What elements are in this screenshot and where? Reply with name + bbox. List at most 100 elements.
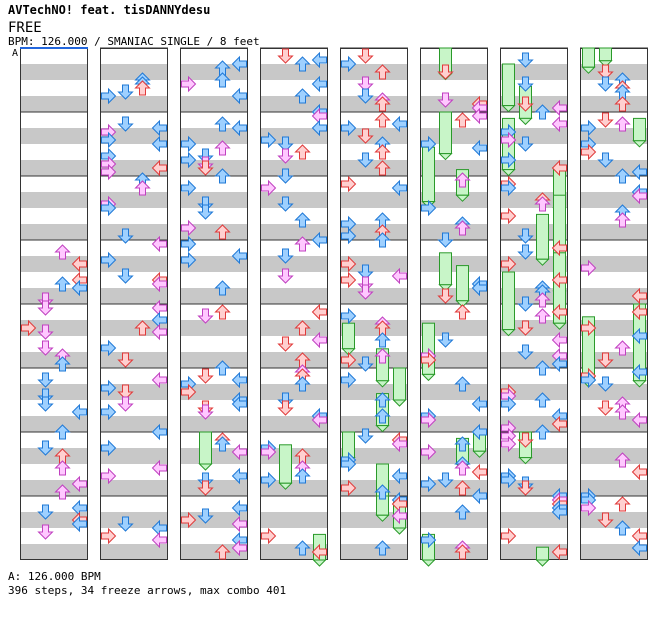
beat-band bbox=[580, 384, 648, 400]
freeze-arrow bbox=[502, 271, 515, 331]
column-border bbox=[580, 48, 648, 560]
beat-band bbox=[420, 128, 488, 144]
beat-band bbox=[500, 352, 568, 368]
beat-band bbox=[260, 480, 328, 496]
beat-band bbox=[340, 224, 408, 240]
beat-band bbox=[340, 352, 408, 368]
beat-band bbox=[180, 128, 248, 144]
step-arrow bbox=[312, 304, 327, 320]
beat-band bbox=[20, 544, 88, 560]
beat-band bbox=[20, 384, 88, 400]
beat-band bbox=[100, 160, 168, 176]
column-border bbox=[500, 48, 568, 560]
beat-band bbox=[180, 352, 248, 368]
column-border bbox=[100, 48, 168, 560]
beat-band bbox=[180, 224, 248, 240]
freeze-tail bbox=[375, 514, 390, 522]
beat-band bbox=[20, 352, 88, 368]
beat-band bbox=[180, 256, 248, 272]
beat-band bbox=[20, 288, 88, 304]
beat-band bbox=[180, 64, 248, 80]
freeze-tail bbox=[198, 463, 213, 471]
beat-band bbox=[20, 480, 88, 496]
beat-band bbox=[340, 480, 408, 496]
freeze-tail bbox=[455, 300, 470, 308]
freeze-tail bbox=[312, 559, 327, 567]
beat-band bbox=[100, 64, 168, 80]
step-arrow bbox=[598, 400, 613, 416]
chart-column bbox=[340, 47, 408, 560]
beat-band bbox=[580, 480, 648, 496]
freeze-tail bbox=[392, 527, 407, 535]
freeze-tail bbox=[278, 482, 293, 490]
beat-band bbox=[100, 288, 168, 304]
beat-band bbox=[500, 384, 568, 400]
freeze-arrow bbox=[502, 63, 515, 107]
chart-column bbox=[180, 47, 248, 560]
freeze-tail bbox=[438, 153, 453, 161]
step-arrow bbox=[632, 464, 647, 480]
beat-band bbox=[500, 128, 568, 144]
beat-band bbox=[500, 160, 568, 176]
beat-band bbox=[500, 192, 568, 208]
step-arrow bbox=[358, 48, 373, 64]
beat-band bbox=[20, 160, 88, 176]
beat-band bbox=[420, 224, 488, 240]
beat-band bbox=[260, 224, 328, 240]
freeze-arrow bbox=[536, 546, 549, 561]
step-arrow bbox=[455, 304, 470, 320]
beat-band bbox=[580, 512, 648, 528]
beat-band bbox=[420, 64, 488, 80]
chart-column bbox=[100, 47, 168, 560]
freeze-arrow bbox=[422, 146, 435, 203]
freeze-tail bbox=[518, 457, 533, 465]
beat-band bbox=[20, 416, 88, 432]
freeze-arrow bbox=[536, 213, 549, 260]
beat-band bbox=[500, 96, 568, 112]
chart-info: BPM: 126.000 / SMANIAC SINGLE / 8 feet bbox=[8, 35, 260, 48]
bpm-legend: A: 126.000 BPM bbox=[8, 570, 101, 583]
freeze-tail bbox=[501, 169, 516, 177]
step-arrow bbox=[375, 112, 390, 128]
step-arrow bbox=[615, 496, 630, 512]
beat-band bbox=[420, 256, 488, 272]
beat-band bbox=[180, 512, 248, 528]
beat-band bbox=[260, 384, 328, 400]
beat-band bbox=[180, 288, 248, 304]
beat-band bbox=[340, 288, 408, 304]
freeze-arrow bbox=[199, 431, 212, 465]
beat-band bbox=[420, 320, 488, 336]
beat-band bbox=[580, 128, 648, 144]
beat-band bbox=[20, 512, 88, 528]
beat-band bbox=[340, 544, 408, 560]
beat-band bbox=[340, 192, 408, 208]
beat-band bbox=[340, 64, 408, 80]
beat-band bbox=[340, 384, 408, 400]
beat-band bbox=[500, 256, 568, 272]
freeze-tail bbox=[438, 284, 453, 292]
beat-band bbox=[180, 544, 248, 560]
beat-band bbox=[260, 256, 328, 272]
beat-band bbox=[420, 96, 488, 112]
chart-column bbox=[580, 47, 648, 560]
beat-band bbox=[500, 448, 568, 464]
beat-band bbox=[260, 160, 328, 176]
freeze-tail bbox=[632, 140, 647, 148]
beat-band bbox=[500, 416, 568, 432]
song-title: AVTechNO! feat. tisDANNYdesu bbox=[8, 3, 211, 17]
freeze-tail bbox=[392, 399, 407, 407]
beat-band bbox=[260, 192, 328, 208]
beat-band bbox=[260, 448, 328, 464]
freeze-tail bbox=[455, 194, 470, 202]
beat-band bbox=[100, 128, 168, 144]
step-arrow bbox=[278, 400, 293, 416]
beat-band bbox=[580, 96, 648, 112]
beat-band bbox=[420, 192, 488, 208]
beat-band bbox=[580, 416, 648, 432]
freeze-tail bbox=[421, 559, 436, 567]
freeze-arrow bbox=[599, 47, 612, 62]
beat-band bbox=[500, 480, 568, 496]
beat-band bbox=[260, 64, 328, 80]
beat-band bbox=[180, 160, 248, 176]
